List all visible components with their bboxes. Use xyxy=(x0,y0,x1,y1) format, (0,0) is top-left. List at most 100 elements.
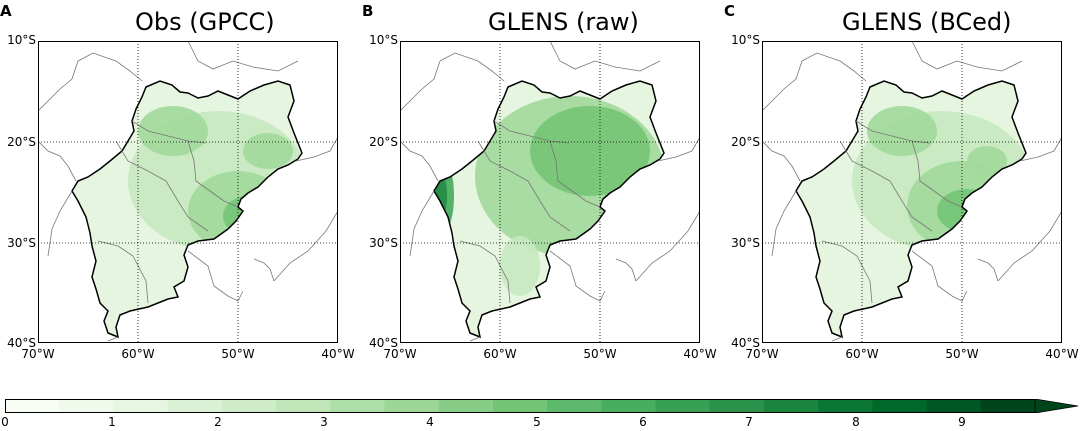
colorbar-segment xyxy=(330,399,385,413)
border-line xyxy=(1019,136,1062,162)
border-line xyxy=(107,336,119,342)
border-line xyxy=(657,136,700,162)
lon-label: 40°W xyxy=(321,347,355,361)
colorbar-tick: 4 xyxy=(426,415,434,429)
colorbar-segment xyxy=(438,399,494,413)
border-line xyxy=(615,258,637,282)
lat-label: 30°S xyxy=(369,236,398,250)
border-line xyxy=(77,52,143,82)
border-line xyxy=(977,258,999,282)
gridlines xyxy=(38,41,338,343)
panel-title: GLENS (BCed) xyxy=(842,8,1012,36)
colorbar-segment xyxy=(872,399,928,413)
lon-label: 40°W xyxy=(683,347,717,361)
colorbar-segment xyxy=(59,399,114,413)
map-frame xyxy=(762,41,1062,343)
map-frame xyxy=(38,41,338,343)
lon-label: 50°W xyxy=(583,347,617,361)
colorbar-segment xyxy=(547,399,602,413)
border-line xyxy=(253,258,275,282)
border-line xyxy=(273,210,338,282)
colorbar-segment xyxy=(167,399,223,413)
country-borders xyxy=(762,41,1062,342)
colorbar-extend-arrow xyxy=(1034,399,1079,413)
panel-letter: A xyxy=(0,2,12,20)
border-line xyxy=(911,41,1023,72)
precip-contour xyxy=(530,106,650,196)
precip-contour xyxy=(243,133,293,169)
colorbar-segment xyxy=(113,399,169,413)
lon-label: 70°W xyxy=(745,347,779,361)
colorbar-tick: 3 xyxy=(320,415,328,429)
lon-label: 60°W xyxy=(121,347,155,361)
colorbar-segment xyxy=(384,399,440,413)
lat-label: 40°S xyxy=(369,336,398,350)
border-line xyxy=(549,41,661,72)
precip-contour xyxy=(138,106,208,156)
border-line xyxy=(38,140,77,182)
border-line xyxy=(762,60,803,112)
lat-label: 40°S xyxy=(731,336,760,350)
lat-label: 20°S xyxy=(731,135,760,149)
gridlines xyxy=(762,41,1062,343)
border-line xyxy=(771,190,797,257)
colorbar-tick: 2 xyxy=(214,415,222,429)
lon-label: 50°W xyxy=(945,347,979,361)
colorbar-segment xyxy=(221,399,277,413)
colorbar-tick: 7 xyxy=(745,415,753,429)
lon-label: 70°W xyxy=(21,347,55,361)
country-borders xyxy=(400,41,700,342)
map-svg xyxy=(400,41,700,343)
border-line xyxy=(831,336,843,342)
lat-label: 20°S xyxy=(369,135,398,149)
map-border xyxy=(38,41,338,343)
border-line xyxy=(187,250,244,302)
colorbar xyxy=(5,399,1079,413)
colorbar-segment xyxy=(492,399,548,413)
map-svg xyxy=(762,41,1062,343)
panel-title: GLENS (raw) xyxy=(488,8,639,36)
colorbar-segment xyxy=(655,399,711,413)
border-line xyxy=(477,140,571,232)
border-line xyxy=(187,41,299,72)
border-line xyxy=(635,210,700,282)
border-line xyxy=(549,140,601,208)
border-line xyxy=(295,136,338,162)
border-line xyxy=(911,250,968,302)
lat-label: 10°S xyxy=(731,33,760,47)
lat-label: 20°S xyxy=(7,135,36,149)
colorbar-segment xyxy=(5,399,60,413)
lat-label: 40°S xyxy=(7,336,36,350)
border-line xyxy=(549,250,606,302)
border-line xyxy=(97,240,149,304)
border-line xyxy=(38,60,79,112)
region-fill xyxy=(434,81,664,337)
colorbar-segment xyxy=(709,399,765,413)
colorbar-tick: 0 xyxy=(1,415,9,429)
precip-contour xyxy=(500,236,540,296)
precip-contour xyxy=(867,106,937,156)
region-fill xyxy=(72,81,302,337)
colorbar-tick: 8 xyxy=(852,415,860,429)
colorbar-segments xyxy=(5,399,1079,413)
border-line xyxy=(47,190,73,257)
border-line xyxy=(821,240,873,304)
border-line xyxy=(187,140,239,208)
border-line xyxy=(115,140,209,232)
colorbar-tick: 1 xyxy=(108,415,116,429)
border-line xyxy=(400,60,441,112)
map-panel-a: A Obs (GPCC) 10°S 20°S 30°S 40°S 70°W 60… xyxy=(0,0,355,362)
gridlines xyxy=(400,41,700,343)
border-line xyxy=(409,190,435,257)
lat-label: 10°S xyxy=(369,33,398,47)
lat-label: 10°S xyxy=(7,33,36,47)
colorbar-segment xyxy=(980,399,1036,413)
border-line xyxy=(400,140,439,182)
colorbar-tick: 6 xyxy=(639,415,647,429)
lon-label: 60°W xyxy=(845,347,879,361)
colorbar-tick: 5 xyxy=(533,415,541,429)
colorbar-tick: 9 xyxy=(958,415,966,429)
colorbar-frame xyxy=(5,399,1035,413)
precip-contour xyxy=(223,196,273,236)
lat-label: 30°S xyxy=(7,236,36,250)
